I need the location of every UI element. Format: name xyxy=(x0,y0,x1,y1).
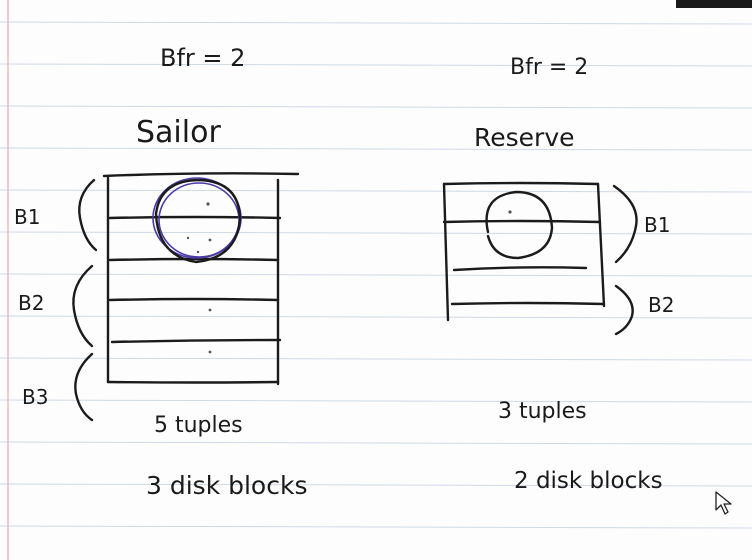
block-highlight-circle xyxy=(152,177,242,264)
left-block-label-2: B2 xyxy=(18,291,44,315)
right-tuple-count: 3 tuples xyxy=(498,399,587,424)
right-block-count: 2 disk blocks xyxy=(514,468,663,494)
window-corner-bar xyxy=(676,0,752,8)
left-block-label-1: B1 xyxy=(14,205,40,229)
ruled-lines xyxy=(0,21,752,529)
reserve-table xyxy=(442,181,606,322)
mouse-pointer-icon xyxy=(715,491,732,515)
left-bfr-label: Bfr = 2 xyxy=(160,44,245,72)
right-bfr-label: Bfr = 2 xyxy=(510,55,588,80)
right-block-label-1: B1 xyxy=(644,213,670,237)
reserve-highlight-circle xyxy=(485,190,554,260)
left-table-title: Sailor xyxy=(136,115,221,150)
right-block-label-2: B2 xyxy=(648,293,674,317)
left-block-braces xyxy=(72,178,98,422)
left-block-count: 3 disk blocks xyxy=(146,471,307,500)
left-tuple-count: 5 tuples xyxy=(154,413,243,438)
left-block-label-3: B3 xyxy=(22,385,48,409)
right-block-braces xyxy=(612,184,638,336)
sailor-table xyxy=(102,172,300,386)
right-table-title: Reserve xyxy=(474,123,575,152)
